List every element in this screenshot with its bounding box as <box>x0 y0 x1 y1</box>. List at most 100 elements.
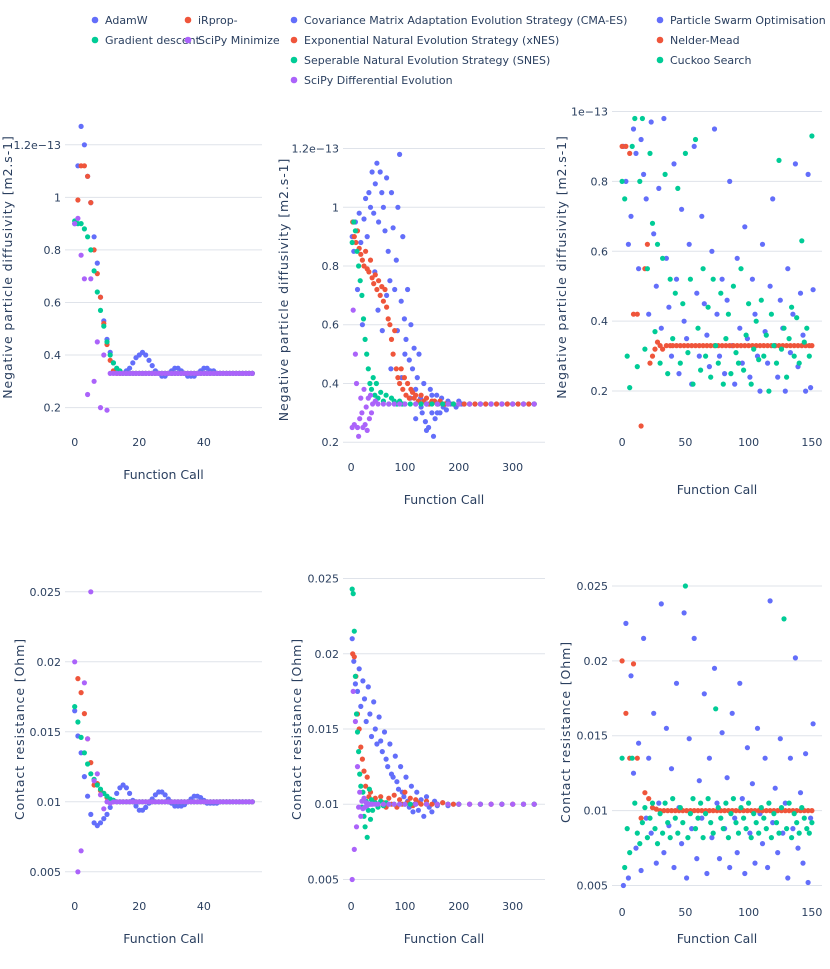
data-point <box>786 808 792 814</box>
legend-item: Particle Swarm Optimisation (PSO) <box>656 14 830 27</box>
data-point <box>722 808 728 814</box>
data-point <box>72 659 78 665</box>
series-0 <box>349 636 537 819</box>
data-point <box>661 808 667 814</box>
data-point <box>356 433 362 439</box>
data-point <box>775 374 781 380</box>
data-point <box>687 811 694 817</box>
data-point <box>81 276 87 282</box>
data-point <box>619 178 625 184</box>
legend-label: Gradient descent <box>105 34 201 47</box>
data-point <box>394 779 400 785</box>
data-point <box>782 808 788 814</box>
data-point <box>684 808 690 814</box>
data-point <box>405 380 411 387</box>
data-point <box>753 318 759 324</box>
y-axis-title: Contact resistance [Ohm] <box>558 641 573 823</box>
data-point <box>357 771 363 777</box>
data-point <box>660 255 666 261</box>
legend-item: Covariance Matrix Adaptation Evolution S… <box>290 14 627 27</box>
data-point <box>419 410 425 416</box>
data-point <box>85 234 91 240</box>
data-point <box>450 801 456 807</box>
data-point <box>362 336 368 342</box>
data-point <box>746 343 752 349</box>
plot-panel-evo-diffusivity: 0.2 0.4 0.6 0.8 1 1.2e−13 0 100 200 300 Function C… <box>276 143 545 507</box>
data-point <box>406 357 412 363</box>
data-point <box>758 297 764 303</box>
data-point <box>75 869 81 875</box>
x-tick-label: 20 <box>132 436 146 449</box>
data-point <box>520 401 527 407</box>
data-point <box>629 143 635 149</box>
data-point <box>756 357 762 363</box>
y-axis-title: Contact resistance [Ohm] <box>12 638 27 820</box>
data-point <box>797 790 804 796</box>
legend-2: Covariance Matrix Adaptation Evolution S… <box>290 14 627 87</box>
data-point <box>395 375 401 381</box>
x-tick-label: 40 <box>197 436 211 449</box>
data-point <box>143 352 149 358</box>
data-point <box>383 392 389 398</box>
data-point <box>628 213 634 219</box>
data-point <box>696 353 702 359</box>
data-point <box>91 778 97 784</box>
data-point <box>630 770 637 776</box>
data-point <box>661 850 667 856</box>
data-point <box>415 807 421 813</box>
data-point <box>384 292 390 298</box>
legend-marker <box>91 36 99 44</box>
data-point <box>88 771 94 777</box>
data-point <box>356 804 362 810</box>
data-point <box>110 360 116 366</box>
data-point <box>388 336 395 342</box>
data-point <box>85 761 91 767</box>
data-point <box>633 845 639 851</box>
data-point <box>647 150 653 156</box>
data-point <box>75 215 81 221</box>
data-point <box>670 796 676 802</box>
y-tick-label: 1 <box>332 201 339 214</box>
data-point <box>713 343 719 349</box>
data-point <box>366 416 372 422</box>
data-point <box>767 283 773 289</box>
data-point <box>638 815 644 821</box>
x-tick-label: 100 <box>394 900 415 913</box>
data-point <box>795 845 801 851</box>
x-axis-title: Function Call <box>123 931 203 946</box>
y-tick-label: 0.01 <box>37 796 62 809</box>
data-point <box>378 389 384 395</box>
data-point <box>638 136 644 143</box>
data-point <box>249 799 255 805</box>
data-point <box>711 126 718 132</box>
data-point <box>366 786 372 792</box>
data-point <box>719 276 725 282</box>
plot-panel-swarm-resistance: 0.005 0.01 0.015 0.02 0.025 0 50 100 150 Function… <box>558 580 822 946</box>
data-point <box>786 800 792 806</box>
data-point <box>85 173 91 179</box>
data-point <box>638 423 644 429</box>
legend-marker <box>290 76 298 84</box>
data-point <box>709 835 715 841</box>
data-point <box>672 290 678 296</box>
data-point <box>81 774 87 780</box>
data-point <box>104 339 110 345</box>
data-point <box>714 311 720 317</box>
data-point <box>751 346 757 352</box>
legend-label: Covariance Matrix Adaptation Evolution S… <box>304 14 627 27</box>
y-tick-label: 1e−13 <box>571 105 608 118</box>
data-point <box>78 252 84 258</box>
data-point <box>766 388 772 394</box>
data-point <box>625 875 632 881</box>
data-point <box>692 343 699 349</box>
data-point <box>756 830 762 836</box>
data-point <box>782 388 788 394</box>
legend-label: SciPy Differential Evolution <box>304 74 453 87</box>
data-point <box>624 353 630 359</box>
data-point <box>649 353 656 359</box>
data-point <box>359 410 365 416</box>
data-point <box>413 392 419 398</box>
data-point <box>671 161 677 167</box>
data-point <box>440 800 446 806</box>
